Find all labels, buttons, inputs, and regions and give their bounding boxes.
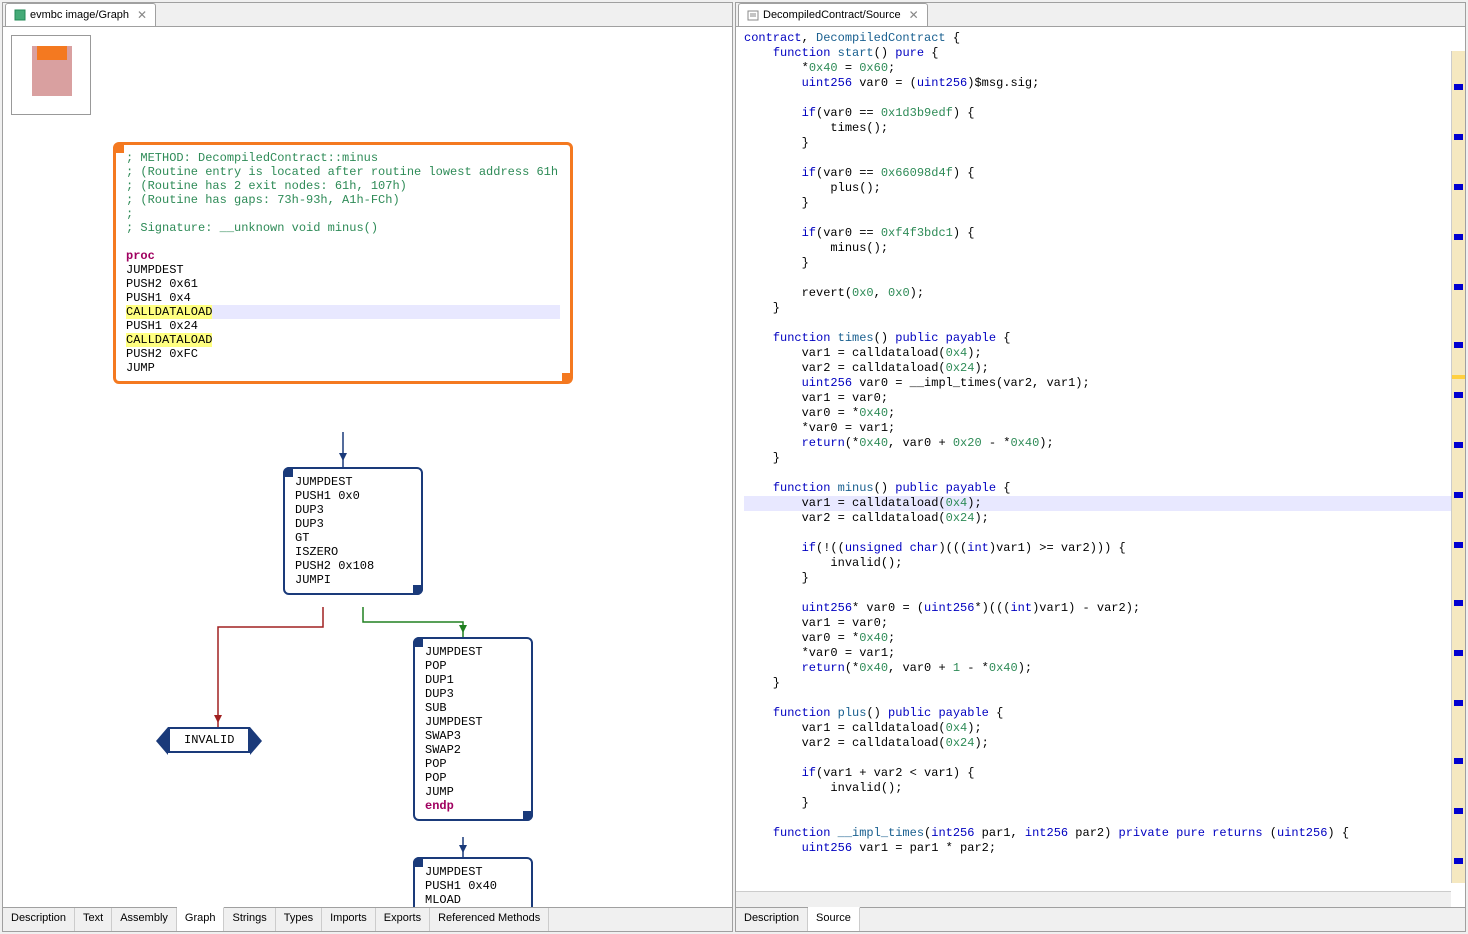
bottom-tab-imports[interactable]: Imports xyxy=(322,908,376,931)
graph-tab-icon xyxy=(14,9,26,21)
graph-panel: evmbc image/Graph ✕ ; METHOD: Decompiled… xyxy=(2,2,733,932)
source-panel: DecompiledContract/Source ✕ contract, De… xyxy=(735,2,1466,932)
bottom-tab-description[interactable]: Description xyxy=(736,908,808,931)
tab-label: evmbc image/Graph xyxy=(30,9,129,21)
bottom-tab-strings[interactable]: Strings xyxy=(224,908,275,931)
tab-source[interactable]: DecompiledContract/Source ✕ xyxy=(738,3,928,26)
left-tab-bar: evmbc image/Graph ✕ xyxy=(3,3,732,27)
bottom-tab-description[interactable]: Description xyxy=(3,908,75,931)
graph-node-invalid[interactable]: INVALID xyxy=(168,727,250,753)
close-icon[interactable]: ✕ xyxy=(137,8,147,22)
ruler[interactable] xyxy=(1451,51,1465,883)
graph-node-main[interactable]: ; METHOD: DecompiledContract::minus; (Ro… xyxy=(113,142,573,384)
right-tab-bar: DecompiledContract/Source ✕ xyxy=(736,3,1465,27)
bottom-tab-types[interactable]: Types xyxy=(276,908,322,931)
bottom-tab-exports[interactable]: Exports xyxy=(376,908,430,931)
close-icon[interactable]: ✕ xyxy=(909,8,919,22)
scrollbar-horizontal[interactable] xyxy=(736,891,1451,907)
left-bottom-tabs: DescriptionTextAssemblyGraphStringsTypes… xyxy=(3,907,732,931)
graph-content[interactable]: ; METHOD: DecompiledContract::minus; (Ro… xyxy=(3,27,732,907)
graph-node-3[interactable]: JUMPDESTPOPDUP1DUP3SUBJUMPDESTSWAP3SWAP2… xyxy=(413,637,533,821)
source-tab-icon xyxy=(747,9,759,21)
source-code[interactable]: contract, DecompiledContract { function … xyxy=(736,27,1465,907)
graph-node-4[interactable]: JUMPDESTPUSH1 0x40MLOADSWAP1 xyxy=(413,857,533,907)
tab-graph[interactable]: evmbc image/Graph ✕ xyxy=(5,3,156,26)
invalid-label: INVALID xyxy=(184,733,234,747)
bottom-tab-assembly[interactable]: Assembly xyxy=(112,908,177,931)
tab-label: DecompiledContract/Source xyxy=(763,9,901,21)
bottom-tab-source[interactable]: Source xyxy=(808,907,860,931)
right-bottom-tabs: DescriptionSource xyxy=(736,907,1465,931)
source-content: contract, DecompiledContract { function … xyxy=(736,27,1465,907)
bottom-tab-text[interactable]: Text xyxy=(75,908,112,931)
bottom-tab-referenced-methods[interactable]: Referenced Methods xyxy=(430,908,549,931)
minimap[interactable] xyxy=(11,35,91,115)
bottom-tab-graph[interactable]: Graph xyxy=(177,907,225,931)
graph-node-2[interactable]: JUMPDESTPUSH1 0x0DUP3DUP3GTISZEROPUSH2 0… xyxy=(283,467,423,595)
